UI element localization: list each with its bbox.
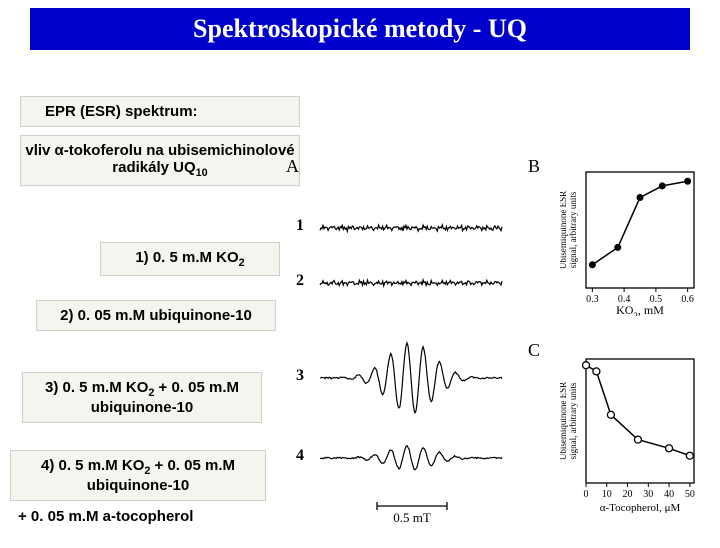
epr-spectra-panel: 1 2 3 4 0.5 mT — [292, 168, 512, 528]
subheading-sub: 10 — [196, 167, 208, 179]
svg-text:40: 40 — [664, 489, 674, 500]
svg-text:10: 10 — [602, 489, 612, 500]
svg-text:20: 20 — [623, 489, 633, 500]
cond3-pre: 3) 0. 5 m.M KO — [45, 379, 148, 396]
spectrum-subheading: vliv α-tokoferolu na ubisemichinolové ra… — [20, 135, 300, 186]
svg-text:α-Tocopherol, μM: α-Tocopherol, μM — [600, 502, 681, 513]
condition-1: 1) 0. 5 m.M KO2 — [100, 242, 280, 276]
svg-text:2: 2 — [296, 272, 304, 289]
svg-text:30: 30 — [643, 489, 653, 500]
spectrum-heading: EPR (ESR) spektrum: — [20, 96, 300, 127]
subheading-mid: -tokoferolu na ubisemichinolové radikály… — [64, 142, 295, 176]
svg-text:Ubisemiquinone ESRsignal, arbi: Ubisemiquinone ESRsignal, arbitrary unit… — [560, 382, 578, 460]
condition-3: 3) 0. 5 m.M KO2 + 0. 05 m.M ubiquinone-1… — [22, 372, 262, 423]
left-column: EPR (ESR) spektrum: vliv α-tokoferolu na… — [20, 96, 300, 194]
svg-text:3: 3 — [296, 367, 304, 384]
condition-2: 2) 0. 05 m.M ubiquinone-10 — [36, 300, 276, 331]
svg-text:4: 4 — [296, 447, 304, 464]
chart-c-svg: 0 10 20 30 40 50 α-Tocopherol, μM Ubisemiquinon… — [560, 353, 700, 513]
cond4-pre: 4) 0. 5 m.M KO — [41, 457, 144, 474]
subheading-pre: vliv — [25, 142, 54, 159]
svg-text:0.5 mT: 0.5 mT — [393, 510, 431, 525]
chart-c: 0 10 20 30 40 50 α-Tocopherol, μM Ubisemiquinon… — [560, 353, 700, 513]
svg-text:KO2, mM: KO2, mM — [616, 303, 664, 316]
svg-text:0.3: 0.3 — [586, 294, 599, 305]
condition-4: 4) 0. 5 m.M KO2 + 0. 05 m.M ubiquinone-1… — [10, 450, 266, 501]
subheading-alpha: α — [55, 142, 64, 159]
svg-text:1: 1 — [296, 217, 304, 234]
svg-text:50: 50 — [685, 489, 695, 500]
condition-5: + 0. 05 m.M a-tocopherol — [18, 508, 248, 525]
page-title: Spektroskopické metody - UQ — [30, 8, 690, 50]
panel-c-label: C — [528, 340, 540, 361]
cond1-pre: 1) 0. 5 m.M KO — [135, 249, 238, 266]
spectra-svg: 1 2 3 4 0.5 mT — [292, 168, 512, 528]
svg-text:0: 0 — [584, 489, 589, 500]
chart-b-svg: 0.30.40.50.6KO2, mMUbisemiquinone ESRsig… — [560, 166, 700, 316]
svg-text:0.6: 0.6 — [681, 294, 694, 305]
chart-b: 0.30.40.50.6KO2, mMUbisemiquinone ESRsig… — [560, 166, 700, 316]
cond1-sub: 2 — [239, 257, 245, 269]
svg-text:Ubisemiquinone ESRsignal, arbi: Ubisemiquinone ESRsignal, arbitrary unit… — [560, 191, 578, 269]
panel-b-label: B — [528, 156, 540, 177]
